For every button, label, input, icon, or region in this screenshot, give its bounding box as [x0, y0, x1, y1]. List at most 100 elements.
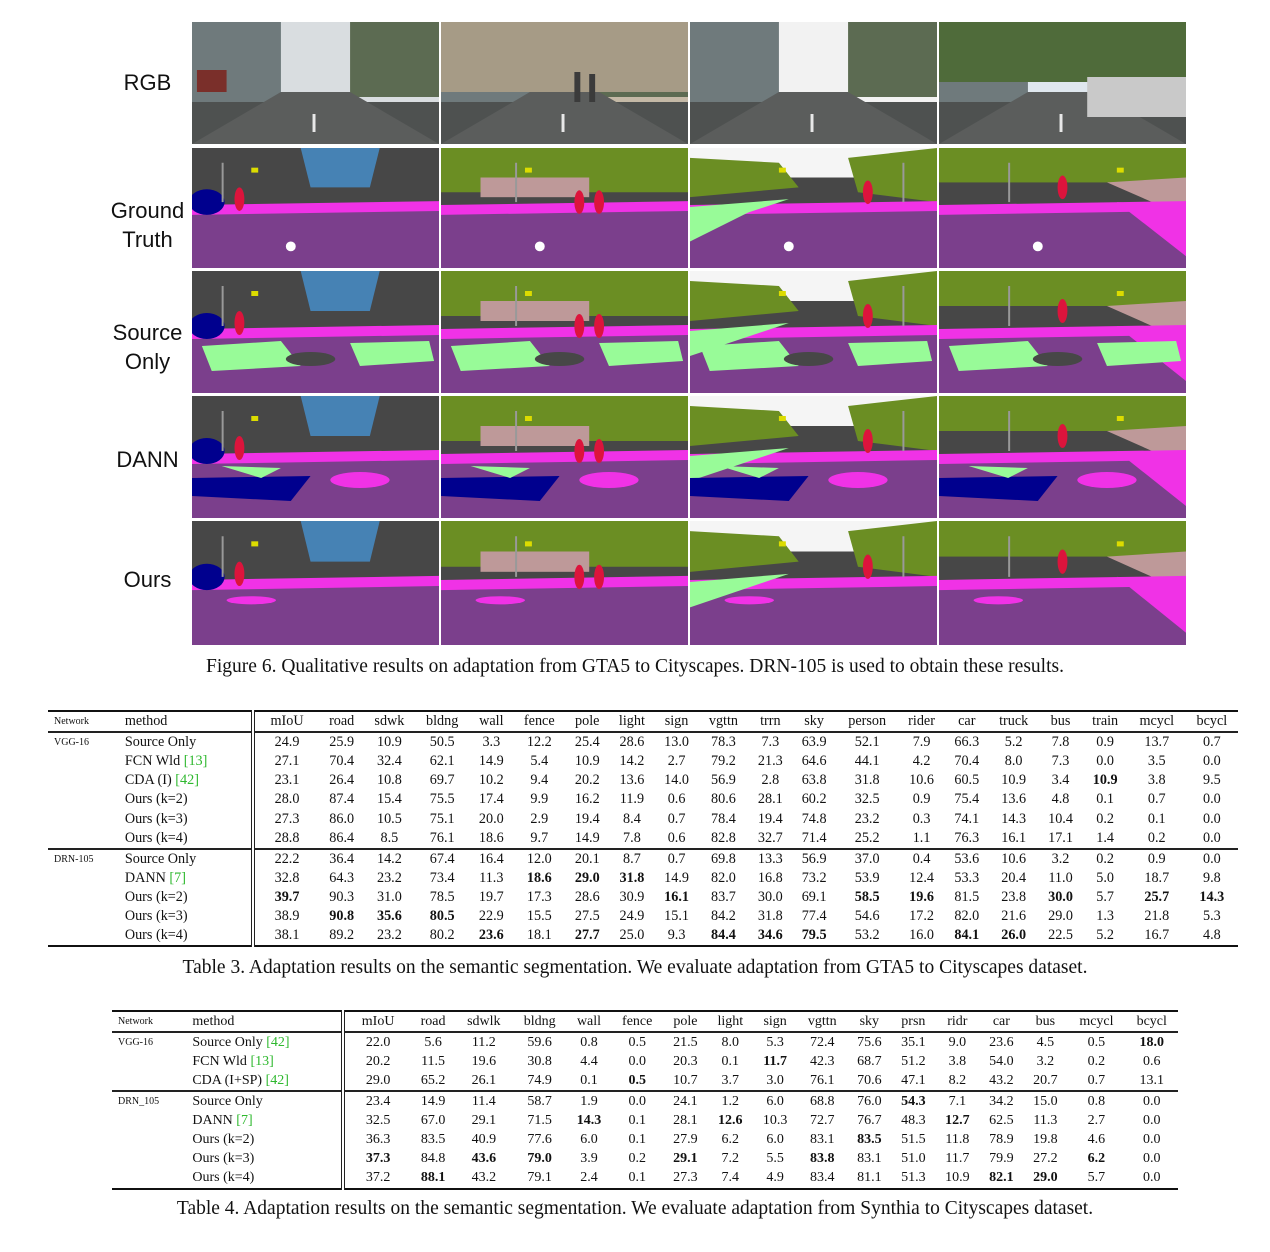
value-cell: 30.9	[619, 888, 645, 905]
column-header: car	[979, 1011, 1024, 1033]
citation-link[interactable]: [13]	[183, 753, 208, 770]
table-row: VGG-16 Source Only [42] 22.0 5.6 11.2 59.6 0.8…	[112, 1031, 1178, 1053]
value-cell: 21.8	[1144, 907, 1170, 924]
best-value: 80.5	[429, 907, 455, 924]
value-cell: 31.8	[757, 907, 783, 924]
best-value: 31.8	[619, 869, 645, 886]
citation-link[interactable]: [7]	[236, 1113, 253, 1129]
value-cell: 0.0	[1142, 1170, 1161, 1186]
best-value: 11.7	[763, 1053, 787, 1069]
value-cell: 10.7	[673, 1072, 698, 1088]
value-cell: 2.9	[530, 810, 549, 827]
method-name: DANN	[124, 869, 170, 886]
value-cell: 53.2	[854, 927, 880, 944]
image-dann-1	[192, 396, 439, 518]
table-row: DANN [7] 32.5 67.0 29.1 71.5 14.3 0.1 28.1 12.6 1…	[112, 1111, 1178, 1131]
column-header: trrn	[748, 711, 793, 733]
citation-link[interactable]: [42]	[265, 1072, 289, 1088]
value-cell: 90.8	[320, 907, 364, 926]
column-header: road	[319, 711, 364, 733]
method-name: CDA (I+SP)	[192, 1072, 266, 1088]
value-cell: 10.6	[988, 847, 1039, 869]
value-cell: 0.0	[1142, 1113, 1161, 1129]
value-cell: 6.0	[766, 1132, 784, 1148]
value-cell: 1.9	[566, 1090, 611, 1112]
citation-link[interactable]: [13]	[250, 1053, 274, 1069]
value-cell: 9.8	[1202, 869, 1221, 886]
value-cell: 8.4	[623, 810, 641, 827]
miou-cell: 28.8	[274, 829, 300, 846]
column-header: ridr	[935, 1011, 980, 1033]
column-header: pole	[565, 711, 610, 733]
column-header: rider	[898, 711, 945, 733]
column-header: wall	[566, 1011, 611, 1033]
value-cell: 63.9	[792, 731, 837, 753]
value-cell: 53.6	[944, 847, 989, 869]
citation-link[interactable]: [42]	[175, 772, 199, 789]
value-cell: 62.1	[429, 753, 455, 770]
column-header: mIoU	[252, 711, 320, 733]
miou-cell: 38.1	[274, 927, 300, 944]
value-cell: 0.5	[611, 1071, 663, 1091]
value-cell: 12.2	[513, 731, 566, 753]
miou-cell: 32.8	[274, 869, 300, 886]
value-cell: 53.9	[854, 869, 880, 886]
network-cell	[112, 1111, 184, 1130]
value-cell: 71.5	[527, 1113, 552, 1129]
value-cell: 11.2	[455, 1031, 513, 1053]
value-cell: 65.2	[420, 1072, 446, 1088]
value-cell: 29.1	[471, 1113, 497, 1129]
image-rgb-4	[939, 22, 1186, 144]
value-cell: 24.9	[619, 907, 645, 924]
value-cell: 51.0	[901, 1151, 926, 1167]
miou-cell: 27.3	[274, 810, 300, 827]
value-cell: 12.6	[707, 1111, 753, 1130]
best-value: 83.8	[809, 1151, 835, 1167]
value-cell: 0.6	[667, 791, 686, 808]
table-row: Ours (k=3) 38.9 90.8 35.6 80.5 22.9 15.5 27.5 24…	[48, 906, 1238, 927]
miou-cell: 37.3	[343, 1150, 410, 1169]
value-cell: 11.3	[1033, 1113, 1058, 1129]
best-value: 88.1	[420, 1170, 446, 1186]
best-value: 54.3	[901, 1093, 926, 1109]
value-cell: 84.4	[698, 926, 748, 946]
value-cell: 15.1	[664, 907, 689, 924]
table-row: FCN Wld [13] 20.2 11.5 19.6 30.8 4.4 0.0 20.3 0.…	[112, 1052, 1178, 1072]
value-cell: 7.3	[1051, 753, 1070, 770]
value-cell: 0.6	[667, 829, 686, 846]
value-cell: 14.0	[664, 772, 689, 789]
best-value: 12.7	[945, 1113, 970, 1129]
best-value: 35.6	[376, 907, 402, 924]
value-cell: 16.7	[1144, 927, 1170, 944]
value-cell: 83.5	[847, 1131, 891, 1150]
value-cell: 0.5	[611, 1031, 664, 1053]
value-cell: 25.9	[319, 731, 364, 753]
value-cell: 17.2	[909, 907, 934, 924]
row-label-dann: DANN	[116, 447, 179, 472]
value-cell: 5.7	[1096, 888, 1115, 905]
value-cell: 43.2	[989, 1072, 1014, 1088]
value-cell: 0.7	[1087, 1072, 1106, 1088]
value-cell: 78.4	[711, 810, 736, 827]
citation-link[interactable]: [7]	[169, 869, 186, 886]
column-header: car	[944, 711, 989, 733]
value-cell: 23.6	[979, 1031, 1024, 1053]
network-cell	[48, 869, 117, 888]
column-header: mcycl	[1067, 1011, 1126, 1033]
value-cell: 17.4	[478, 791, 504, 808]
value-cell: 0.1	[628, 1170, 646, 1186]
network-cell: VGG-16	[48, 731, 117, 753]
best-value: 29.0	[1033, 1170, 1058, 1186]
value-cell: 0.1	[580, 1072, 598, 1088]
method-name: Ours (k=2)	[192, 1132, 255, 1148]
citation-link[interactable]: [42]	[266, 1034, 290, 1050]
value-cell: 6.2	[721, 1132, 740, 1148]
value-cell: 0.2	[1096, 810, 1115, 827]
value-cell: 21.3	[757, 753, 783, 770]
value-cell: 31.8	[609, 869, 654, 888]
network-cell	[48, 907, 117, 926]
method-cell: Source Only	[116, 847, 255, 869]
value-cell: 5.3	[1202, 907, 1221, 924]
value-cell: 30.8	[527, 1053, 552, 1069]
value-cell: 71.4	[801, 829, 827, 846]
